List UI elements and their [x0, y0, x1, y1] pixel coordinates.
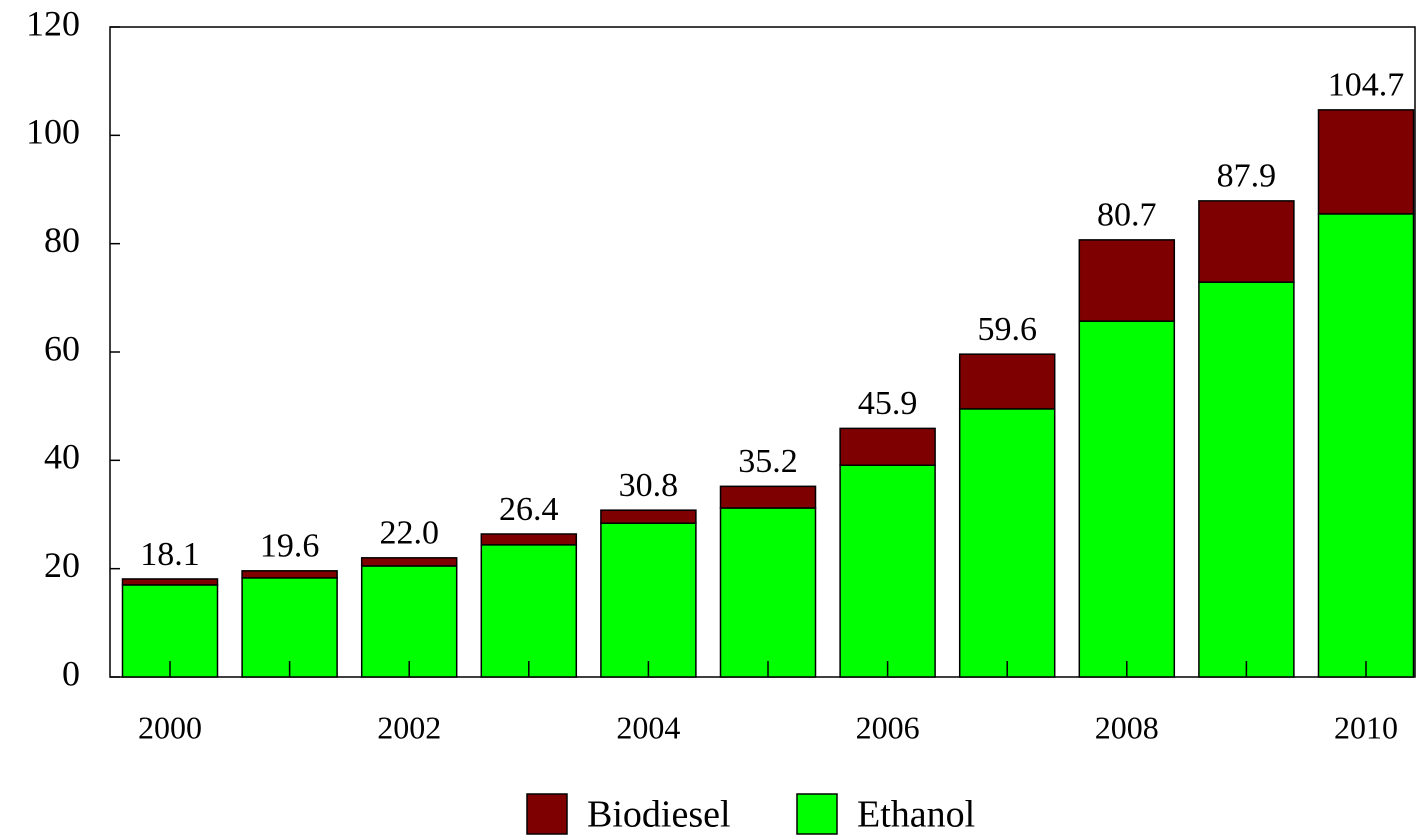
- y-tick-label: 120: [26, 3, 80, 43]
- total-label: 18.1: [140, 536, 200, 573]
- total-label: 45.9: [858, 385, 918, 422]
- bar-segment: [1317, 109, 1415, 215]
- bar-segment: [480, 544, 578, 678]
- bar-segment: [360, 565, 458, 678]
- legend-label: Ethanol: [857, 794, 975, 836]
- y-tick-label: 0: [62, 653, 80, 693]
- y-tick-label: 80: [44, 220, 80, 260]
- bar-segment: [360, 557, 458, 567]
- legend-label: Biodiesel: [587, 794, 731, 836]
- y-tick-label: 40: [44, 437, 80, 477]
- total-label: 19.6: [260, 528, 320, 565]
- bar-segment: [839, 427, 936, 466]
- x-tick-label: 2010: [1334, 709, 1398, 745]
- total-label: 104.7: [1328, 67, 1405, 104]
- x-tick-label: 2008: [1095, 709, 1159, 745]
- legend-swatch: [796, 793, 838, 835]
- bar-segment: [1317, 213, 1415, 678]
- total-label: 26.4: [499, 491, 559, 528]
- total-label: 87.9: [1217, 158, 1277, 195]
- bar-segment: [719, 485, 817, 509]
- bar-segment: [719, 507, 817, 678]
- x-tick-label: 2004: [616, 709, 680, 745]
- bar-segment: [121, 578, 219, 586]
- total-label: 30.8: [619, 467, 679, 504]
- legend-swatch: [526, 793, 568, 835]
- bar-segment: [480, 533, 578, 546]
- total-label: 35.2: [738, 443, 798, 480]
- total-label: 22.0: [379, 515, 439, 552]
- y-tick-label: 20: [44, 545, 80, 585]
- x-tick-label: 2000: [138, 709, 202, 745]
- bar-segment: [600, 509, 697, 524]
- bar-segment: [1078, 320, 1176, 678]
- bar-segment: [1198, 281, 1295, 678]
- bar-segment: [1078, 239, 1176, 322]
- bar-segment: [600, 522, 697, 678]
- y-tick-label: 60: [44, 328, 80, 368]
- bar-segment: [839, 464, 936, 678]
- y-tick-label: 100: [26, 112, 80, 152]
- bar-segment: [958, 408, 1056, 678]
- x-tick-label: 2006: [856, 709, 920, 745]
- bar-segment: [958, 353, 1056, 410]
- total-label: 80.7: [1097, 197, 1157, 234]
- x-tick-label: 2002: [377, 709, 441, 745]
- total-label: 59.6: [977, 311, 1037, 348]
- bar-segment: [1198, 200, 1295, 283]
- bar-segment: [241, 570, 338, 579]
